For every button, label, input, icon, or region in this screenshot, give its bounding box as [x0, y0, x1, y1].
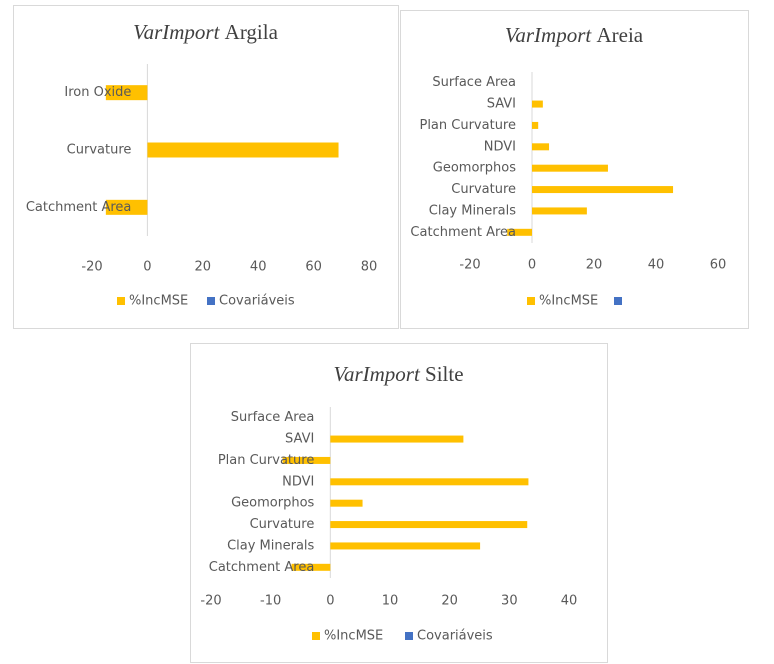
category-label: Surface Area — [432, 75, 516, 90]
category-label: Geomorphos — [231, 496, 314, 511]
title-emphasis: VarImport — [505, 23, 593, 47]
legend-marker — [207, 297, 215, 305]
bar — [532, 143, 550, 151]
legend-label: Covariáveis — [417, 629, 493, 644]
title-text: Argila — [219, 20, 278, 44]
x-tick-label: -20 — [459, 258, 480, 273]
x-tick-label: 80 — [361, 260, 378, 275]
legend-marker — [312, 632, 320, 640]
category-label: Clay Minerals — [429, 203, 516, 218]
x-tick-label: 40 — [648, 258, 665, 273]
bar — [532, 100, 543, 108]
x-tick-label: 60 — [710, 258, 727, 273]
x-tick-label: 30 — [501, 594, 518, 609]
legend-label: Covariáveis — [219, 294, 295, 309]
category-label: Catchment Area — [26, 200, 132, 215]
legend-marker — [405, 632, 413, 640]
bar — [532, 207, 587, 215]
x-tick-label: -20 — [200, 594, 221, 609]
chart-frame — [190, 343, 608, 663]
chart-frame — [13, 5, 399, 329]
x-tick-label: 20 — [586, 258, 603, 273]
bar — [330, 499, 363, 507]
category-label: Clay Minerals — [227, 538, 314, 553]
bar — [282, 456, 331, 464]
bar — [105, 199, 148, 215]
x-tick-label: -10 — [260, 594, 281, 609]
bar — [291, 563, 331, 571]
legend-label: %IncMSE — [129, 294, 188, 309]
chart: VarImport Silte -20 -10 0 10 20 30 40 Surface Ar… — [190, 343, 608, 663]
bar — [147, 142, 339, 158]
bar — [532, 121, 539, 129]
x-tick-label: 60 — [305, 260, 322, 275]
bar — [330, 521, 528, 529]
category-label: Geomorphos — [433, 161, 516, 176]
chart-title: VarImport Areia — [505, 23, 644, 47]
x-tick-label: 40 — [561, 594, 578, 609]
category-label: Catchment Area — [410, 225, 516, 240]
category-label: Surface Area — [231, 410, 315, 425]
title-text: Areia — [591, 23, 644, 47]
x-tick-label: 0 — [143, 260, 151, 275]
bar — [330, 435, 464, 443]
x-tick-label: 20 — [441, 594, 458, 609]
category-label: Curvature — [67, 143, 132, 158]
bar — [330, 478, 529, 486]
title-emphasis: VarImport — [133, 20, 221, 44]
category-label: Curvature — [451, 182, 516, 197]
category-label: Curvature — [250, 517, 315, 532]
chart: VarImport Areia -20 0 20 40 60 Surface Area SAV… — [400, 10, 749, 329]
category-label: NDVI — [484, 139, 516, 154]
category-label: NDVI — [282, 474, 314, 489]
bar — [330, 542, 481, 550]
x-tick-label: 10 — [382, 594, 399, 609]
category-label: Plan Curvature — [218, 453, 315, 468]
category-label: SAVI — [487, 97, 516, 112]
title-emphasis: VarImport — [333, 362, 421, 386]
bar — [532, 186, 674, 194]
bar — [507, 228, 532, 236]
chart-title: VarImport Silte — [333, 362, 463, 386]
chart: VarImport Argila -20 0 20 40 60 80 Iron Oxide Cu… — [13, 5, 399, 329]
bar — [532, 164, 608, 172]
category-label: Iron Oxide — [64, 85, 131, 100]
x-tick-label: 40 — [250, 260, 267, 275]
category-label: SAVI — [285, 432, 314, 447]
x-tick-label: 0 — [528, 258, 536, 273]
category-label: Plan Curvature — [419, 118, 516, 133]
x-tick-label: 0 — [326, 594, 334, 609]
category-label: Catchment Area — [209, 560, 315, 575]
legend-marker — [614, 297, 622, 305]
legend-marker — [117, 297, 125, 305]
title-text: Silte — [420, 362, 464, 386]
legend-marker — [527, 297, 535, 305]
x-tick-label: 20 — [195, 260, 212, 275]
x-tick-label: -20 — [81, 260, 102, 275]
bar — [105, 85, 148, 101]
legend-label: %IncMSE — [324, 629, 383, 644]
legend-label: %IncMSE — [539, 294, 598, 309]
chart-title: VarImport Argila — [133, 20, 279, 44]
